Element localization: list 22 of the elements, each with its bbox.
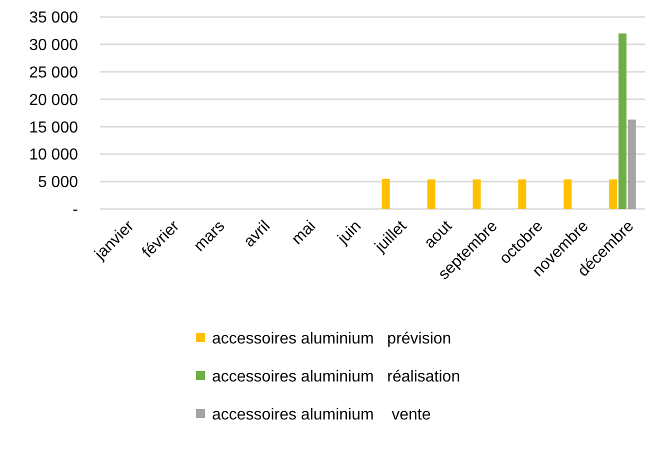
bar	[382, 178, 390, 209]
x-tick-label: avril	[240, 218, 274, 251]
y-tick-label: 35 000	[29, 10, 78, 27]
legend-label: accessoires aluminium prévision	[212, 330, 452, 348]
y-tick-label: 25 000	[29, 64, 78, 82]
x-tick-label: mai	[288, 218, 320, 248]
bar	[618, 33, 626, 209]
x-tick-label: juin	[334, 218, 365, 248]
bar	[472, 179, 481, 209]
bar	[564, 179, 572, 209]
bar	[628, 120, 636, 209]
y-tick-label: 5 000	[38, 174, 78, 192]
y-tick-label: 10 000	[29, 146, 78, 164]
bar	[609, 179, 618, 209]
y-tick-label: 20 000	[29, 92, 78, 109]
y-tick-label: 15 000	[29, 119, 78, 136]
y-tick-label: -	[72, 202, 78, 219]
legend-label: accessoires aluminium vente	[212, 406, 431, 424]
bar	[427, 179, 436, 209]
bar	[518, 179, 526, 209]
y-tick-label: 30 000	[29, 37, 78, 54]
legend-label: accessoires aluminium réalisation	[212, 368, 460, 386]
